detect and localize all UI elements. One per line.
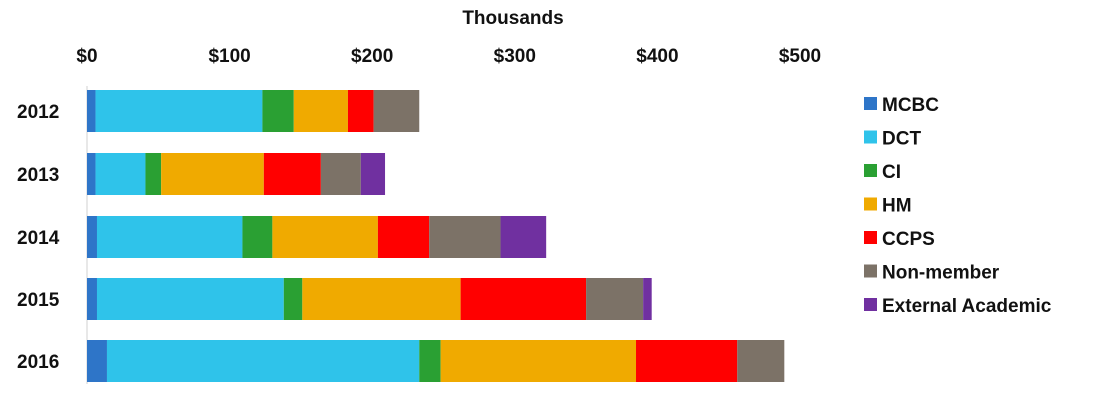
bar-segment-mcbc xyxy=(87,340,107,382)
legend-swatch xyxy=(864,197,877,211)
legend-swatch xyxy=(864,298,877,311)
bar-segment-ci xyxy=(262,90,294,132)
legend-label: External Academic xyxy=(882,296,1052,317)
bar-segment-ccps xyxy=(263,153,321,195)
bar-segment-non-member xyxy=(586,278,644,320)
x-tick-label: $300 xyxy=(494,46,536,67)
x-tick-label: $500 xyxy=(779,46,821,67)
legend-swatch xyxy=(864,264,877,278)
bar-segment-hm xyxy=(272,216,378,258)
category-labels: 2012 2013 2014 2015 2016 xyxy=(17,102,60,373)
bar-segment-hm xyxy=(161,153,264,195)
bar-segment-non-member xyxy=(737,340,785,382)
bar-segment-mcbc xyxy=(87,216,97,258)
bar-segment-non-member xyxy=(373,90,420,132)
bar-segment-external-academic xyxy=(360,153,386,195)
legend: MCBC DCT CI HM CCPS Non-member External Academ… xyxy=(864,95,1052,317)
legend-swatch xyxy=(864,130,877,144)
bar-segment-ci xyxy=(145,153,162,195)
legend-label: CI xyxy=(882,162,901,183)
bar-segment-hm xyxy=(302,278,461,320)
bar-segment-dct xyxy=(95,153,146,195)
category-label: 2012 xyxy=(17,102,59,123)
bar-segment-non-member xyxy=(320,153,361,195)
legend-label: Non-member xyxy=(882,263,1000,284)
bar-segment-dct xyxy=(95,90,263,132)
category-label: 2013 xyxy=(17,165,59,186)
category-label: 2014 xyxy=(17,228,60,249)
bars xyxy=(87,90,785,382)
bar-segment-ccps xyxy=(636,340,738,382)
legend-label: MCBC xyxy=(882,95,939,116)
bar-segment-hm xyxy=(293,90,348,132)
bar-segment-mcbc xyxy=(87,90,96,132)
x-tick-label: $100 xyxy=(208,46,250,67)
bar-segment-ci xyxy=(283,278,303,320)
bar-segment-ccps xyxy=(347,90,374,132)
legend-swatch xyxy=(864,231,877,244)
bar-segment-dct xyxy=(96,216,243,258)
bar-segment-ci xyxy=(419,340,441,382)
bar-segment-ccps xyxy=(377,216,430,258)
category-label: 2015 xyxy=(17,290,60,311)
category-label: 2016 xyxy=(17,352,59,373)
bar-segment-ci xyxy=(242,216,273,258)
bar-segment-non-member xyxy=(429,216,501,258)
bar-segment-external-academic xyxy=(643,278,652,320)
bar-segment-mcbc xyxy=(87,153,96,195)
legend-swatch xyxy=(864,164,877,177)
x-axis: $0 $100 $200 $300 $400 $500 xyxy=(76,46,821,384)
legend-label: HM xyxy=(882,196,912,217)
bar-segment-ccps xyxy=(460,278,587,320)
legend-swatch xyxy=(864,97,877,110)
bar-segment-mcbc xyxy=(87,278,97,320)
legend-label: DCT xyxy=(882,129,921,150)
x-tick-label: $200 xyxy=(351,46,393,67)
chart-title: Thousands xyxy=(462,8,563,29)
legend-label: CCPS xyxy=(882,229,935,250)
bar-segment-dct xyxy=(96,278,284,320)
bar-segment-hm xyxy=(440,340,637,382)
bar-segment-dct xyxy=(106,340,420,382)
bar-segment-external-academic xyxy=(500,216,547,258)
x-tick-label: $400 xyxy=(636,46,678,67)
x-tick-label: $0 xyxy=(76,46,97,67)
